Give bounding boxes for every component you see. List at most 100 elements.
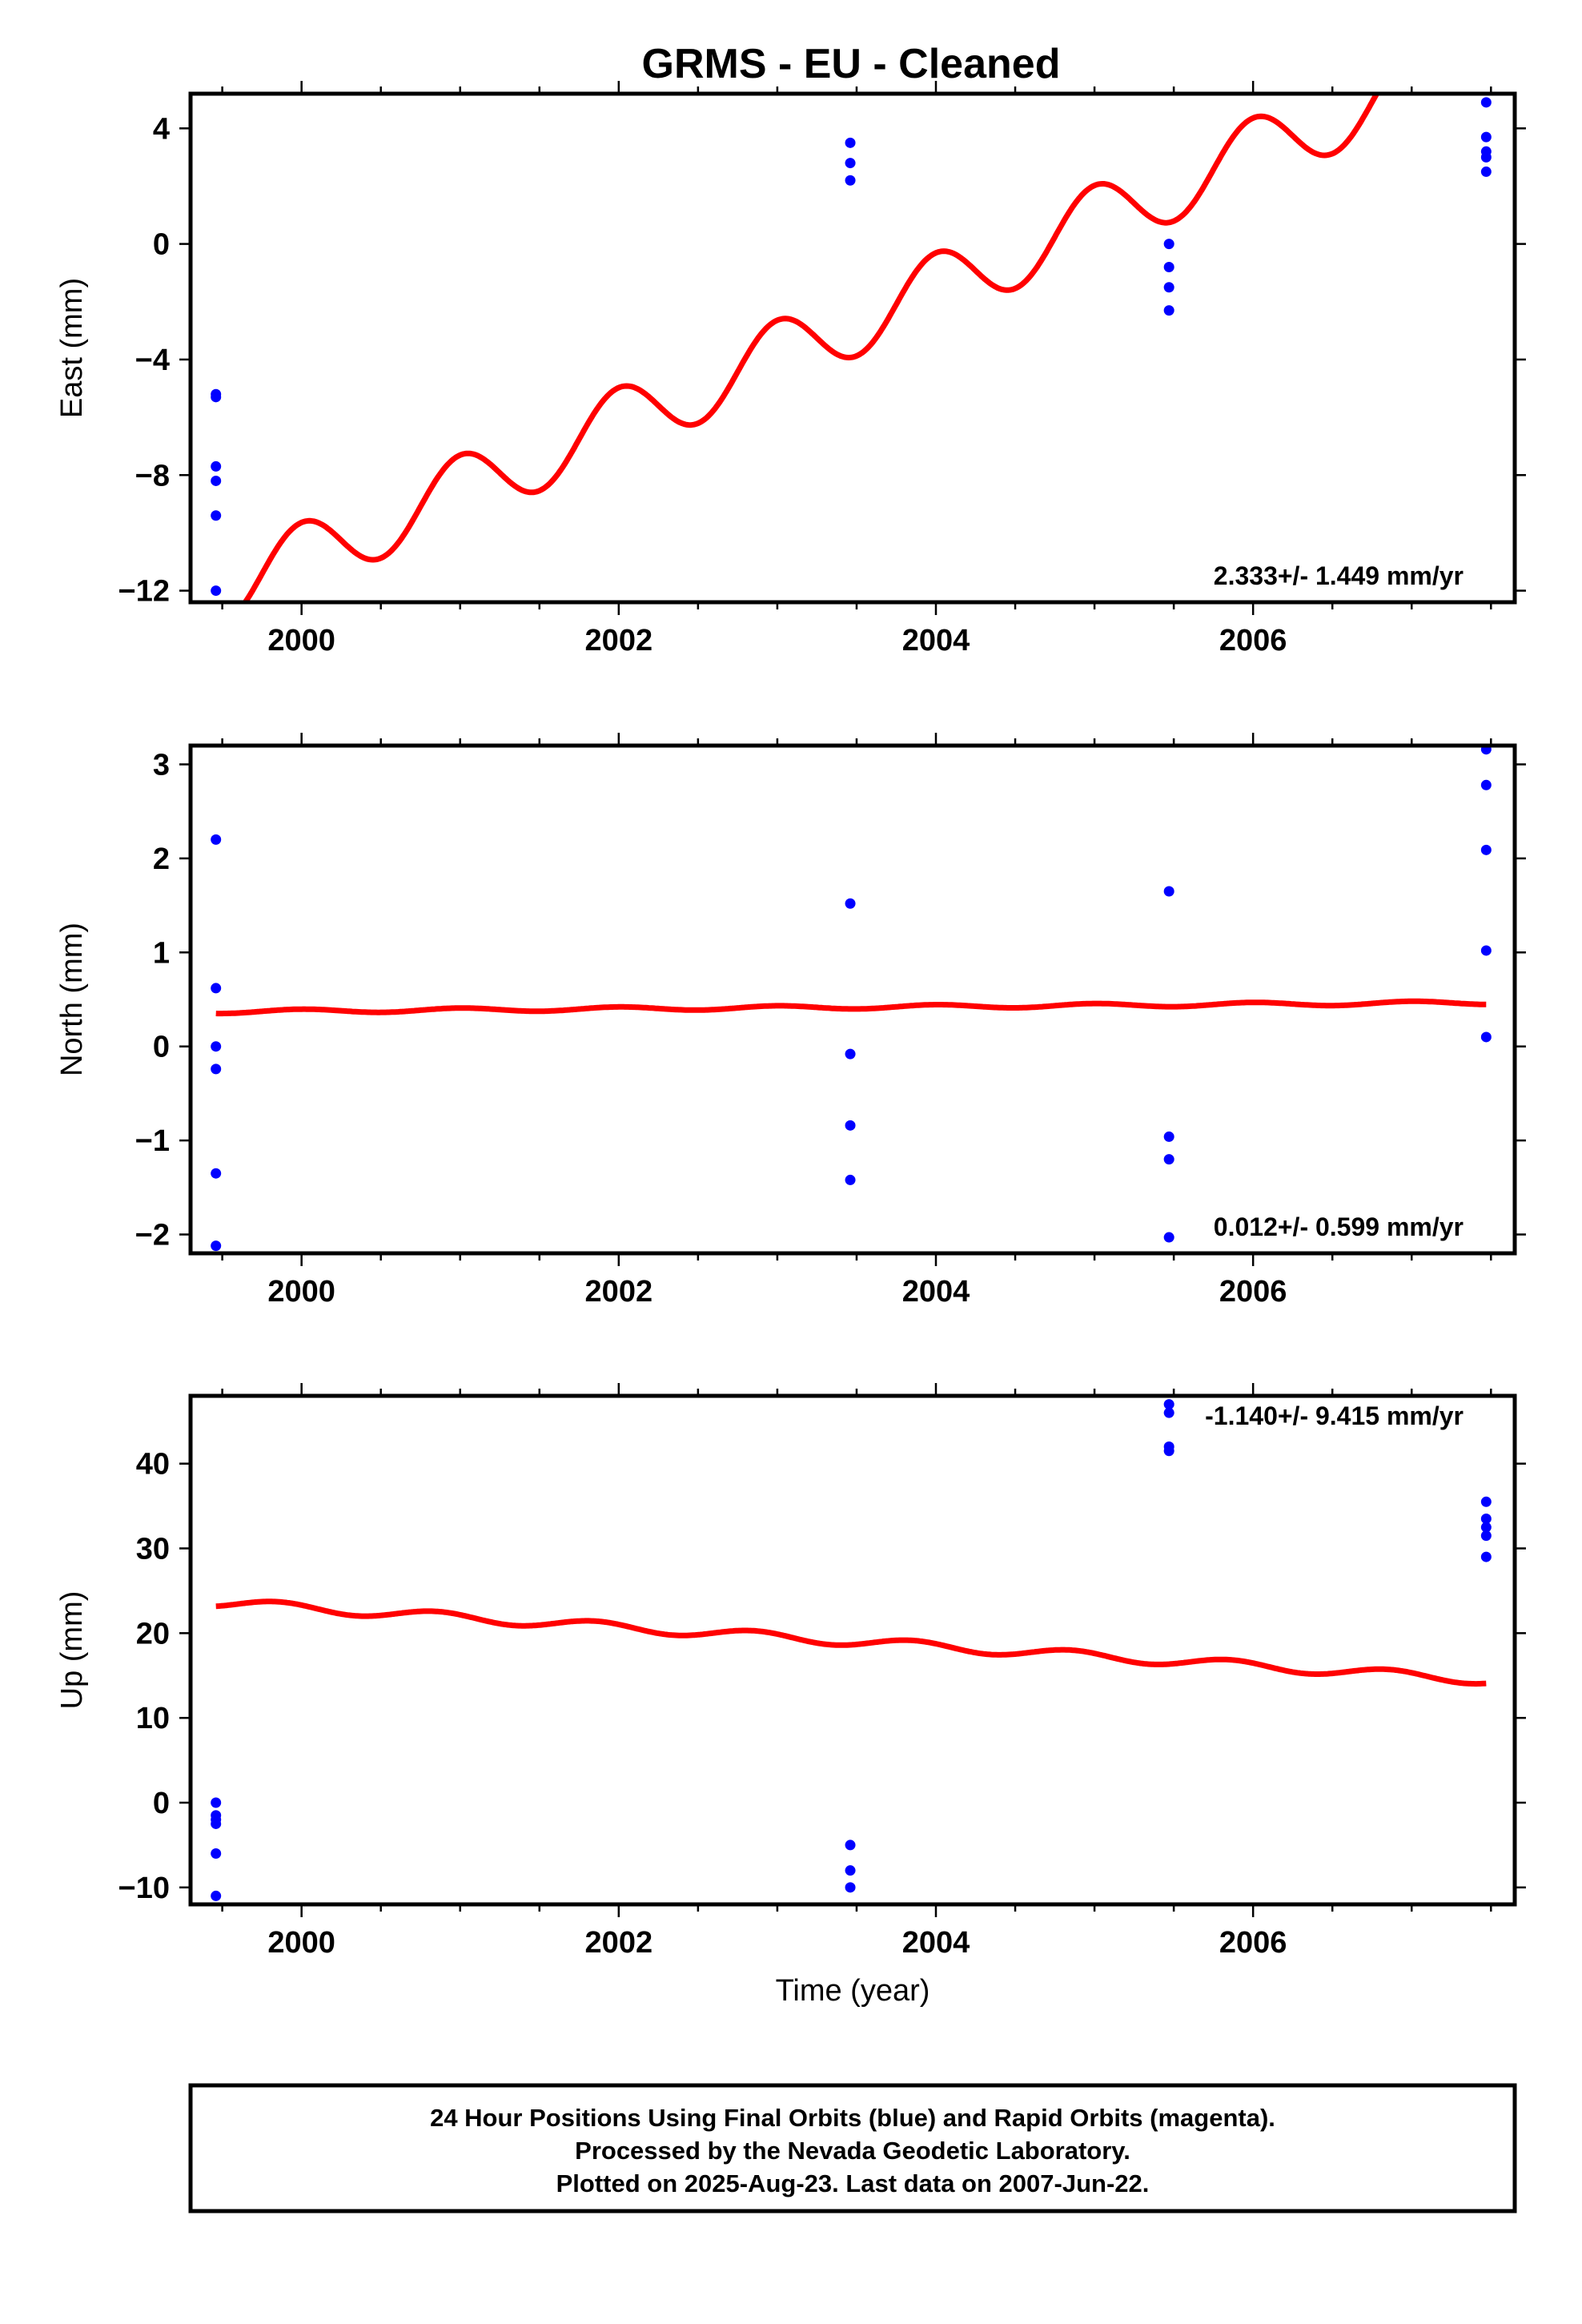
data-point [1480, 746, 1492, 755]
x-tick-label: 2006 [1219, 624, 1287, 657]
footer-line-1: 24 Hour Positions Using Final Orbits (bl… [430, 2104, 1275, 2132]
y-tick-label: 0 [153, 228, 170, 262]
y-axis-label: East (mm) [55, 278, 89, 418]
data-point [845, 175, 856, 186]
data-point [1163, 261, 1174, 272]
data-point [1163, 239, 1174, 250]
y-tick-label: 2 [153, 842, 170, 876]
panel-2: 2000 2002 2004 2006 3 2 1 0 −1 −2 0.012+/- 0.599 m… [55, 733, 1526, 1309]
data-point [1163, 282, 1174, 293]
data-point [211, 392, 222, 403]
data-point [1480, 945, 1492, 956]
data-point [1163, 886, 1174, 897]
panel-frame [188, 743, 1517, 1256]
data-point [1480, 166, 1492, 177]
y-tick-label: −1 [135, 1124, 170, 1158]
data-point [211, 1168, 222, 1179]
model-curve [242, 94, 1380, 602]
panel-frame [188, 91, 1517, 605]
x-tick-label: 2000 [267, 1275, 335, 1309]
y-axis-label: Up (mm) [55, 1591, 89, 1710]
data-point [211, 585, 222, 597]
data-point [845, 1865, 856, 1876]
data-point [1480, 131, 1492, 143]
y-tick-label: 1 [153, 936, 170, 970]
y-tick-label: 3 [153, 748, 170, 782]
y-tick-label: 40 [136, 1448, 170, 1482]
data-point [211, 834, 222, 845]
panel-1: 2000 2002 2004 2006 4 0 −4 −8 −12 2.333+/- 1.449 … [55, 81, 1526, 657]
rate-label: 0.012+/- 0.599 mm/yr [1214, 1212, 1464, 1241]
footer-box: 24 Hour Positions Using Final Orbits (bl… [188, 2083, 1517, 2213]
x-tick-label: 2000 [267, 624, 335, 657]
y-tick-label: 10 [136, 1702, 170, 1735]
x-tick-label: 2004 [902, 1275, 970, 1309]
data-point [1480, 1513, 1492, 1524]
rate-label: 2.333+/- 1.449 mm/yr [1214, 561, 1464, 590]
y-tick-label: −4 [135, 344, 170, 377]
data-point [845, 158, 856, 169]
data-point [845, 1839, 856, 1851]
data-point [1480, 1530, 1492, 1542]
data-point [1480, 151, 1492, 163]
data-point [1163, 1232, 1174, 1243]
y-tick-label: −8 [135, 459, 170, 493]
y-tick-label: 20 [136, 1617, 170, 1651]
y-tick-label: 30 [136, 1533, 170, 1566]
data-point [1480, 1496, 1492, 1507]
data-point [1163, 305, 1174, 316]
x-tick-label: 2002 [585, 1275, 653, 1309]
x-tick-label: 2000 [267, 1926, 335, 1960]
y-tick-label: −10 [118, 1872, 170, 1905]
rate-label: -1.140+/- 9.415 mm/yr [1205, 1401, 1464, 1430]
data-point [845, 1120, 856, 1131]
data-point [211, 460, 222, 472]
data-point [211, 475, 222, 486]
data-point [1163, 1154, 1174, 1165]
data-point [845, 898, 856, 909]
data-point [845, 1882, 856, 1893]
x-tick-label: 2004 [902, 1926, 970, 1960]
data-point [1163, 1445, 1174, 1457]
y-tick-label: −12 [118, 575, 170, 609]
panel-3: 2000 2002 2004 2006 40 30 20 10 0 −10 -1.140+/- 9.… [55, 1383, 1526, 2008]
panel-frame [188, 1393, 1517, 1907]
footer-frame [188, 2083, 1517, 2213]
x-tick-label: 2006 [1219, 1926, 1287, 1960]
footer-line-3: Plotted on 2025-Aug-23. Last data on 200… [556, 2169, 1150, 2197]
data-point [1163, 1131, 1174, 1142]
x-tick-label: 2002 [585, 624, 653, 657]
data-point [845, 1048, 856, 1059]
y-tick-label: 0 [153, 1787, 170, 1820]
data-point [1480, 1551, 1492, 1562]
data-point [211, 1240, 222, 1252]
footer-line-2: Processed by the Nevada Geodetic Laborat… [575, 2137, 1130, 2165]
y-tick-label: 4 [153, 112, 170, 146]
data-point [211, 1848, 222, 1859]
model-curve [215, 998, 1488, 1017]
model-curve [215, 1598, 1488, 1687]
data-point [211, 510, 222, 521]
data-point [845, 1174, 856, 1185]
data-point [211, 983, 222, 994]
data-point [1480, 97, 1492, 108]
x-axis-label: Time (year) [776, 1974, 930, 2008]
x-tick-label: 2002 [585, 1926, 653, 1960]
data-point [211, 1890, 222, 1901]
data-point [211, 1818, 222, 1829]
data-point [1480, 779, 1492, 790]
data-point [1480, 1031, 1492, 1043]
data-point [1163, 1399, 1174, 1410]
figure-title: GRMS - EU - Cleaned [642, 41, 1061, 87]
data-point [211, 1063, 222, 1075]
data-point [845, 137, 856, 148]
data-point [1163, 1407, 1174, 1418]
data-point [1480, 844, 1492, 855]
x-tick-label: 2006 [1219, 1275, 1287, 1309]
y-tick-label: −2 [135, 1219, 170, 1252]
data-point [211, 1797, 222, 1808]
data-point [211, 1041, 222, 1052]
y-axis-label: North (mm) [55, 923, 89, 1076]
